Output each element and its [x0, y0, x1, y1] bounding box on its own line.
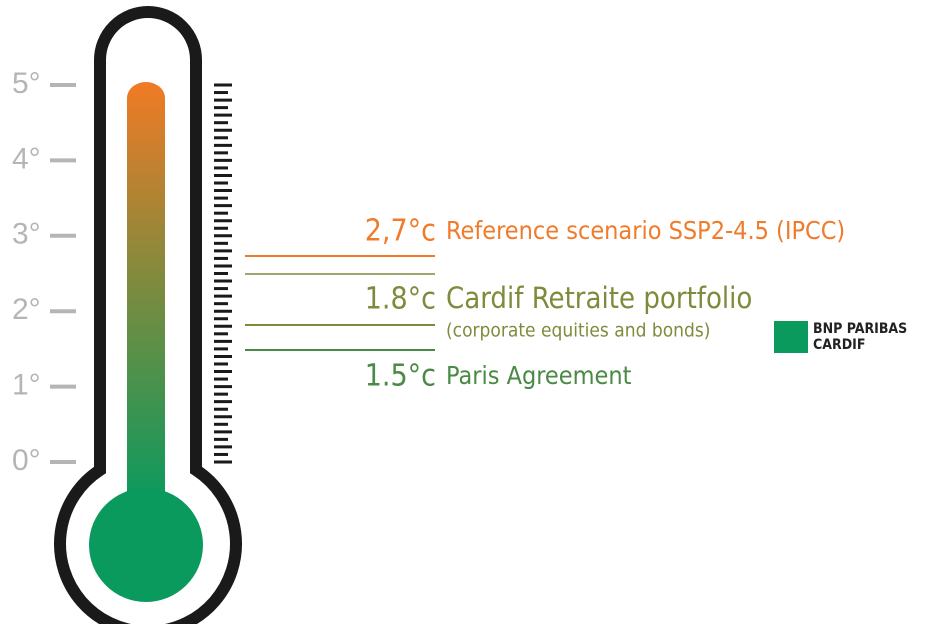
marker-label: Reference scenario SSP2-4.5 (IPCC) [446, 216, 845, 245]
marker-value: 2,7°c [365, 214, 436, 249]
scale-label: 0° [12, 444, 41, 477]
thermometer-bulb [89, 488, 203, 602]
scale-label: 2° [12, 293, 41, 326]
scale: 5° 4° 3° 2° 1° 0° [12, 67, 76, 477]
scale-label: 5° [12, 67, 41, 100]
ruler [214, 83, 232, 464]
logo-icon [774, 321, 808, 353]
marker-value: 1.8°c [365, 282, 436, 317]
scale-label: 4° [12, 142, 41, 175]
scale-label: 3° [12, 218, 41, 251]
logo-text: BNP PARIBAS [813, 321, 907, 337]
marker-label: Paris Agreement [446, 361, 632, 390]
marker-sublabel: (corporate equities and bonds) [446, 320, 710, 342]
marker-value: 1.5°c [365, 359, 436, 394]
thermometer-tube [127, 82, 165, 500]
logo-text: CARDIF [813, 337, 865, 353]
marker-label: Cardif Retraite portfolio [446, 281, 752, 315]
scale-label: 1° [12, 369, 41, 402]
